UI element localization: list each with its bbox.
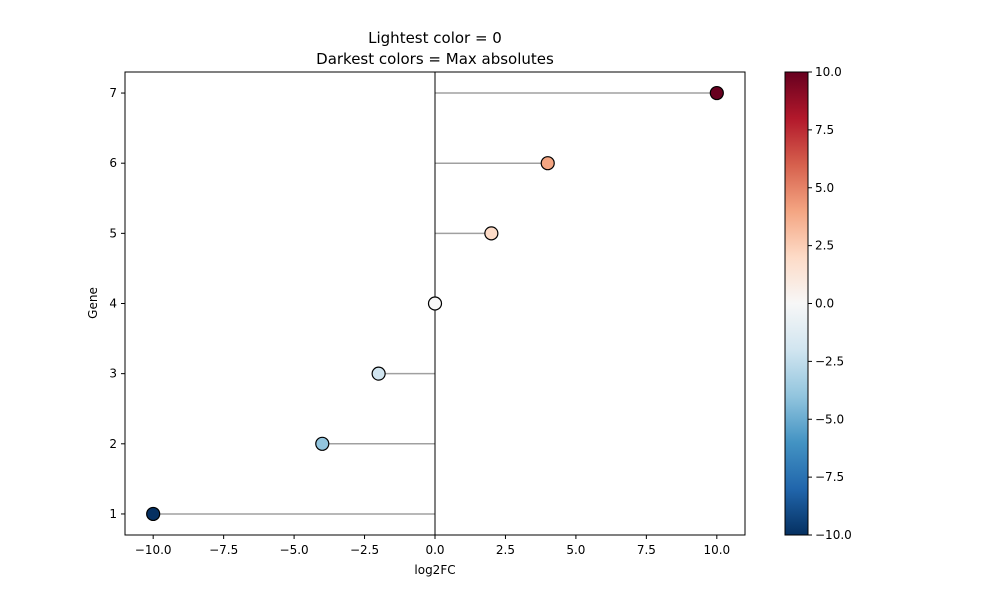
y-tick-label: 5: [109, 226, 117, 240]
colorbar: −10.0 −7.5 −5.0 −2.5 0.0 2.5 5.0 7.5 10.0: [784, 65, 852, 542]
y-tick-label: 1: [109, 507, 117, 521]
x-axis-label: log2FC: [414, 563, 455, 577]
marker-gene-5: [484, 226, 499, 241]
y-tick-label: 7: [109, 86, 117, 100]
marker-gene-6: [540, 156, 555, 171]
x-tick-label: −2.5: [350, 543, 379, 557]
colorbar-tick-label: 5.0: [815, 181, 834, 195]
x-tick-label: −10.0: [135, 543, 172, 557]
colorbar-scale: [784, 71, 809, 536]
colorbar-tick-label: 2.5: [815, 239, 834, 253]
colorbar-tick-label: −10.0: [815, 528, 852, 542]
chart-title-line-1: Lightest color = 0: [368, 29, 502, 47]
marker-gene-4: [427, 296, 443, 311]
colorbar-tick-label: 0.0: [815, 297, 834, 311]
colorbar-tick-label: −7.5: [815, 470, 844, 484]
x-tick-label: 7.5: [637, 543, 656, 557]
y-tick-label: 2: [109, 437, 117, 451]
marker-gene-2: [315, 436, 330, 451]
colorbar-tick-label: −5.0: [815, 412, 844, 426]
colorbar-tick-label: −2.5: [815, 354, 844, 368]
x-tick-label: −5.0: [280, 543, 309, 557]
colorbar-tick-label: 10.0: [815, 65, 842, 79]
y-tick-label: 3: [109, 367, 117, 381]
colorbar-tick-label: 7.5: [815, 123, 834, 137]
y-tick-label: 6: [109, 156, 117, 170]
marker-gene-1: [146, 506, 161, 522]
x-tick-label: 2.5: [496, 543, 515, 557]
marker-gene-7: [709, 85, 724, 101]
x-tick-label: 5.0: [566, 543, 585, 557]
plot-area: −10.0 −7.5 −5.0 −2.5 0.0 2.5 5.0 7.5 10.0 1 2 3 4 5 6 7: [109, 71, 746, 557]
y-axis-label: Gene: [86, 287, 100, 319]
y-tick-label: 4: [109, 297, 117, 311]
chart-title-line-2: Darkest colors = Max absolutes: [316, 50, 554, 68]
marker-gene-3: [371, 366, 386, 381]
x-tick-label: 0.0: [425, 543, 444, 557]
x-tick-label: −7.5: [209, 543, 238, 557]
x-tick-label: 10.0: [703, 543, 730, 557]
